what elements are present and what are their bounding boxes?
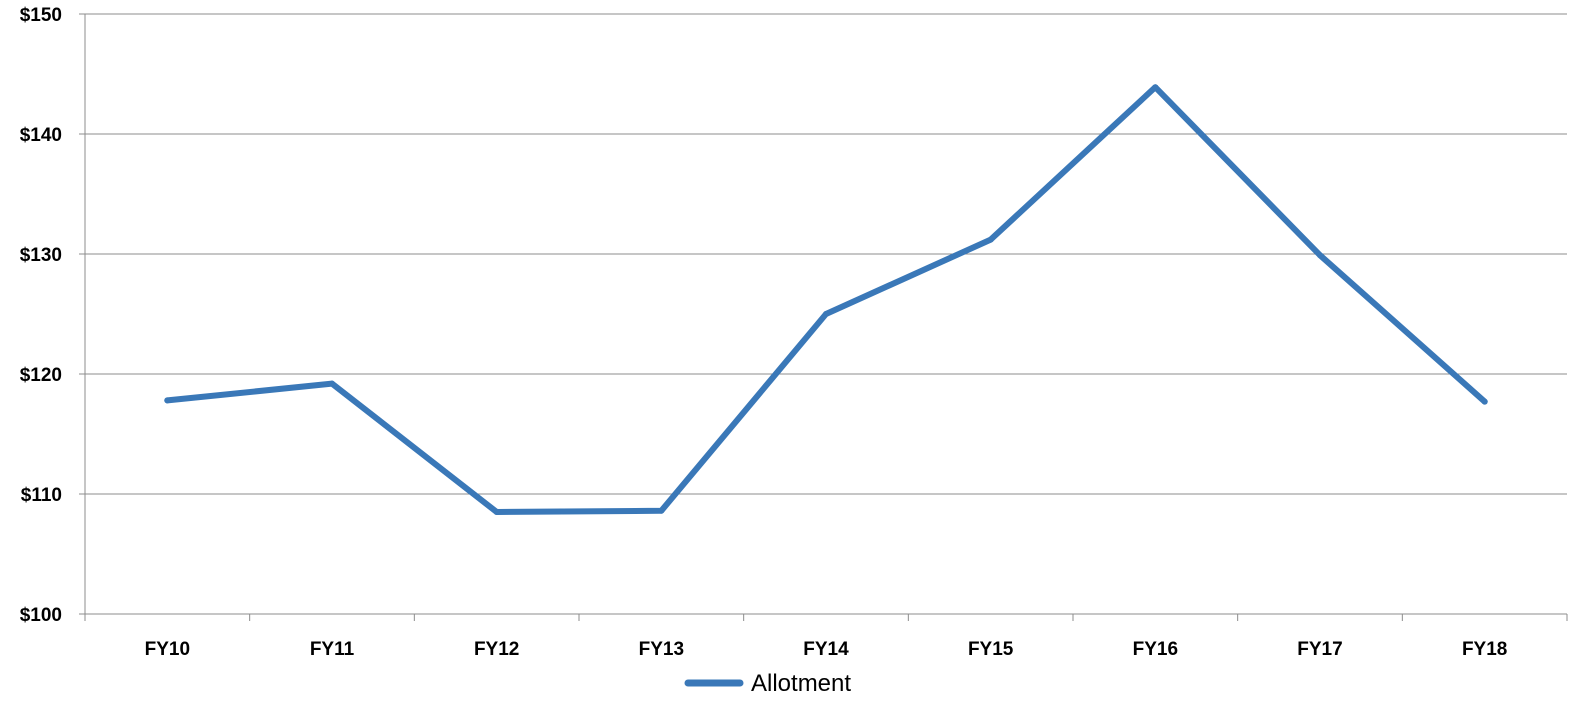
data-point <box>329 380 335 387</box>
x-tick-label: FY17 <box>1297 639 1342 660</box>
legend-label-allotment: Allotment <box>751 670 851 697</box>
data-point <box>1317 252 1323 259</box>
axes <box>79 13 1568 621</box>
x-tick-labels: FY10 FY11 FY12 FY13 FY14 FY15 FY16 FY17 FY18 <box>145 639 1508 660</box>
data-point <box>1152 84 1159 91</box>
y-tick-label: $110 <box>21 485 62 506</box>
legend: Allotment <box>684 670 851 697</box>
y-tick-label: $120 <box>20 365 62 386</box>
series-line-allotment <box>164 84 1488 515</box>
x-tick-label: FY18 <box>1462 639 1507 660</box>
x-tick-label: FY13 <box>639 639 684 660</box>
data-point <box>1481 398 1488 405</box>
y-tick-label: $150 <box>20 5 62 26</box>
x-tick-label: FY12 <box>474 639 519 660</box>
x-tick-label: FY15 <box>968 639 1014 660</box>
y-tick-label: $140 <box>20 125 62 146</box>
data-point <box>164 397 171 404</box>
data-point <box>987 236 994 243</box>
x-tick-label: FY10 <box>145 639 190 660</box>
data-point <box>493 509 500 515</box>
series <box>164 84 1488 515</box>
x-tick-label: FY16 <box>1133 639 1178 660</box>
x-tick-label: FY11 <box>310 639 355 660</box>
gridlines <box>85 13 1567 495</box>
y-tick-label: $130 <box>20 245 62 266</box>
data-point <box>658 507 665 514</box>
y-tick-labels: $100 $110 $120 $130 $140 $150 <box>20 5 62 626</box>
data-point <box>823 311 829 317</box>
x-tick-label: FY14 <box>803 639 849 660</box>
y-tick-label: $100 <box>20 605 62 626</box>
